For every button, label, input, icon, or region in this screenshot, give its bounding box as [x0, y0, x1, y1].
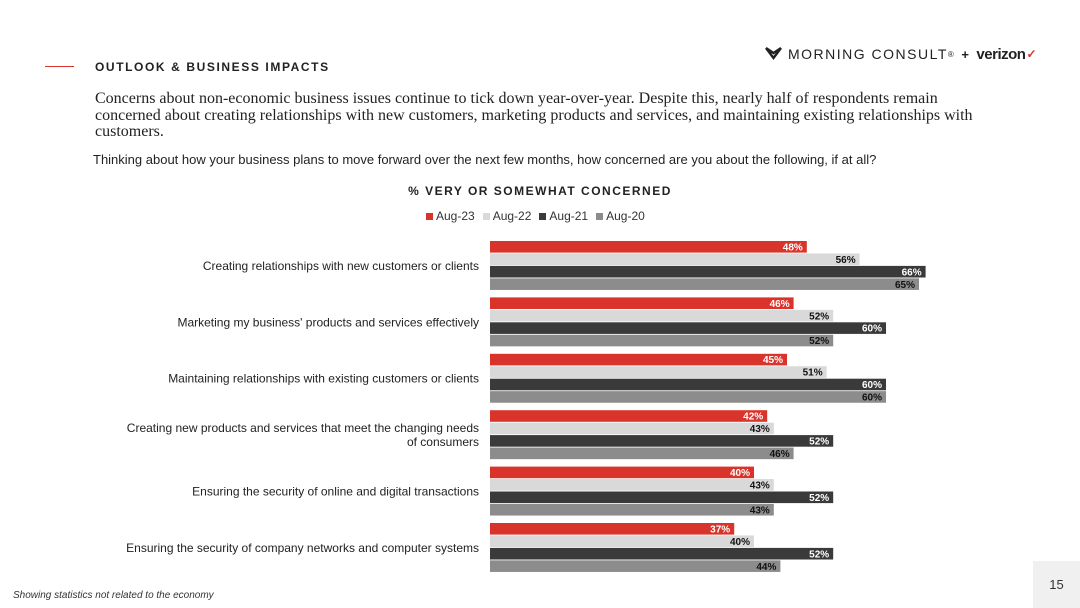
data-label-aug-22-4: 43%	[750, 424, 770, 435]
page-number: 15	[1033, 561, 1080, 608]
category-label-5: Ensuring the security of online and digi…	[192, 485, 479, 499]
bar-aug-23-5	[490, 466, 754, 479]
legend-item-aug20: Aug-20	[596, 209, 645, 223]
data-label-aug-20-4: 46%	[770, 449, 790, 460]
bar-aug-23-3	[490, 353, 787, 366]
bar-aug-23-2	[490, 297, 794, 309]
legend-label-aug20: Aug-20	[606, 209, 645, 223]
bar-aug-23-1	[490, 241, 807, 253]
data-label-aug-23-3: 45%	[763, 355, 783, 366]
bar-aug-21-2	[490, 322, 886, 334]
bar-aug-21-3	[490, 378, 886, 391]
survey-question: Thinking about how your business plans t…	[93, 152, 877, 167]
category-label-3: Maintaining relationships with existing …	[168, 372, 479, 386]
bar-aug-22-1	[490, 253, 860, 266]
legend-swatch-aug22	[482, 212, 490, 220]
section-label: OUTLOOK & BUSINESS IMPACTS	[95, 60, 330, 74]
logo-registered-mark: ®	[947, 49, 956, 59]
legend-item-aug22: Aug-22	[482, 209, 532, 223]
data-label-aug-22-1: 56%	[836, 255, 856, 266]
legend-item-aug23: Aug-23	[426, 209, 475, 223]
category-label-2: Marketing my business' products and serv…	[177, 315, 479, 329]
bar-aug-20-3	[490, 391, 886, 403]
bar-aug-22-2	[490, 309, 834, 322]
data-label-aug-22-2: 52%	[809, 311, 829, 322]
data-label-aug-20-2: 52%	[809, 336, 829, 347]
bar-aug-23-6	[490, 523, 735, 535]
data-label-aug-22-6: 40%	[730, 537, 750, 548]
data-label-aug-22-5: 43%	[750, 480, 770, 491]
legend-label-aug23: Aug-23	[436, 209, 475, 223]
legend-label-aug22: Aug-22	[492, 209, 532, 223]
data-label-aug-20-1: 65%	[895, 280, 915, 291]
bar-aug-20-5	[490, 503, 774, 516]
category-label-6: Ensuring the security of company network…	[126, 541, 479, 555]
bar-aug-20-2	[490, 334, 834, 347]
bar-aug-21-4	[490, 435, 834, 447]
bar-aug-22-5	[490, 479, 774, 491]
bar-aug-23-4	[490, 410, 768, 422]
chart-title: % VERY OR SOMEWHAT CONCERNED	[408, 184, 672, 198]
bar-aug-20-4	[490, 447, 794, 460]
data-label-aug-21-1: 66%	[902, 267, 922, 278]
logo-morning-consult-text: MORNING CONSULT	[788, 46, 948, 62]
data-label-aug-21-6: 52%	[809, 549, 829, 560]
morning-consult-logo-icon	[765, 46, 782, 63]
data-label-aug-21-3: 60%	[862, 380, 882, 391]
footnote: Showing statistics not related to the ec…	[13, 590, 214, 601]
bar-aug-20-6	[490, 560, 781, 572]
bar-aug-22-6	[490, 535, 754, 548]
data-label-aug-23-5: 40%	[730, 468, 750, 479]
accent-line	[45, 66, 74, 67]
data-label-aug-20-3: 60%	[862, 393, 882, 404]
data-label-aug-20-6: 44%	[756, 562, 776, 573]
logo-plus: +	[961, 46, 971, 62]
bar-aug-20-1	[490, 278, 919, 290]
data-label-aug-23-2: 46%	[770, 299, 790, 310]
legend-swatch-aug21	[539, 212, 547, 220]
legend-label-aug21: Aug-21	[549, 209, 589, 223]
data-label-aug-23-1: 48%	[783, 242, 803, 253]
legend-swatch-aug23	[426, 212, 433, 220]
category-label-1: Creating relationships with new customer…	[203, 259, 479, 273]
data-label-aug-21-2: 60%	[862, 324, 882, 335]
data-label-aug-23-6: 37%	[710, 524, 730, 535]
legend-swatch-aug20	[596, 212, 604, 220]
bar-aug-22-4	[490, 422, 774, 435]
verizon-check-icon: ✓	[1026, 47, 1038, 61]
data-label-aug-22-3: 51%	[803, 368, 823, 379]
logo-verizon-text: verizon	[976, 45, 1026, 63]
data-label-aug-21-4: 52%	[809, 437, 829, 448]
bar-aug-21-5	[490, 491, 834, 504]
bar-aug-21-6	[490, 547, 834, 560]
legend-item-aug21: Aug-21	[539, 209, 588, 223]
data-label-aug-20-5: 43%	[750, 505, 770, 516]
headline: Concerns about non-economic business iss…	[95, 90, 973, 140]
category-label-4: Creating new products and services that …	[127, 421, 479, 449]
bar-aug-22-3	[490, 366, 827, 378]
data-label-aug-23-4: 42%	[743, 412, 763, 423]
bar-aug-21-1	[490, 265, 926, 278]
chart-legend: Aug-23 Aug-22 Aug-21 Aug-20	[426, 209, 653, 223]
data-label-aug-21-5: 52%	[809, 493, 829, 504]
brand-logo: MORNING CONSULT ® + verizon ✓	[765, 44, 1038, 64]
